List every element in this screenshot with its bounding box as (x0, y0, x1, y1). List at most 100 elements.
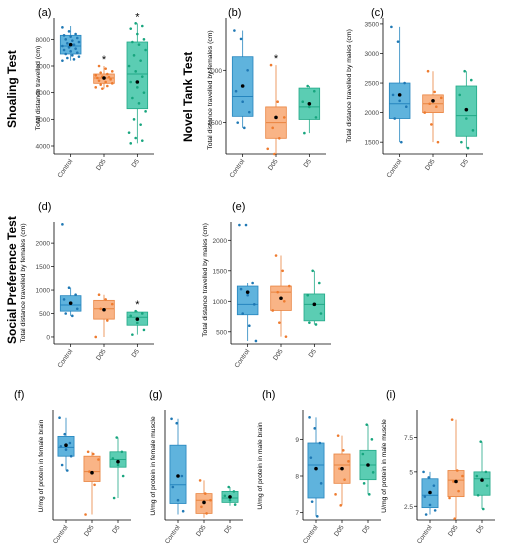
data-point (110, 70, 114, 73)
panel-g: (g) U/mg of protein in female muscle Contr… (149, 389, 243, 545)
data-point (424, 513, 428, 516)
data-point (450, 418, 454, 421)
panel-c: (c) 1500 2000 2500 3000 3500 Total distance tr… (346, 7, 483, 179)
data-point (131, 333, 134, 336)
data-point (77, 40, 81, 44)
data-point (317, 281, 321, 285)
data-point (140, 24, 144, 28)
panel-label-d: (d) (38, 201, 51, 213)
data-point (314, 323, 318, 326)
data-point (209, 498, 212, 502)
data-point (223, 494, 227, 498)
data-point (247, 110, 251, 114)
data-point (439, 96, 443, 100)
data-point (66, 56, 69, 60)
y-tick-label: 8000 (36, 37, 51, 44)
data-point (274, 254, 278, 257)
significance-mark: * (135, 299, 140, 311)
data-point (458, 93, 462, 97)
y-tick-label: 5 (409, 469, 413, 476)
x-tick-label: D05 (83, 524, 96, 538)
data-point (61, 26, 64, 29)
panel-label-e: (e) (232, 201, 245, 213)
data-point (404, 105, 408, 108)
data-point (428, 102, 431, 106)
data-point (69, 454, 73, 458)
box-control (169, 417, 187, 515)
data-point (129, 80, 133, 84)
data-point (398, 99, 401, 103)
data-point (60, 463, 64, 467)
data-point (476, 493, 480, 497)
y-tick-label: 7.5 (404, 435, 413, 442)
box-control (421, 470, 439, 516)
mean-marker (102, 76, 106, 80)
y-tick-label: 2000 (208, 68, 223, 75)
data-point (115, 436, 119, 439)
data-point (311, 269, 314, 273)
data-point (132, 118, 136, 121)
data-point (393, 117, 397, 120)
data-point (400, 140, 403, 144)
data-point (64, 52, 68, 56)
panel-label-h: (h) (262, 389, 275, 401)
panel-label-a: (a) (38, 7, 51, 19)
data-point (343, 478, 346, 481)
data-point (134, 309, 137, 313)
data-point (65, 469, 69, 472)
data-point (347, 460, 350, 463)
data-point (246, 69, 249, 72)
data-point (134, 70, 137, 73)
data-point (74, 32, 77, 36)
box-iqr (473, 471, 491, 496)
box-iqr (447, 470, 465, 498)
data-point (362, 482, 366, 485)
data-point (469, 78, 473, 82)
data-point (110, 302, 114, 306)
x-tick-label: Control (164, 524, 182, 546)
data-point (142, 328, 146, 332)
data-point (200, 505, 203, 509)
data-point (97, 64, 101, 68)
data-point (127, 64, 131, 68)
x-tick-label: D5 (111, 524, 122, 535)
box-d5 (473, 440, 491, 511)
data-point (69, 35, 72, 38)
data-point (74, 47, 77, 50)
y-tick-label: 1500 (36, 264, 51, 271)
data-point (109, 78, 112, 81)
mean-marker (90, 470, 94, 475)
x-tick-label: Control (57, 158, 75, 180)
data-point (116, 463, 120, 467)
data-point (180, 474, 184, 478)
y-tick-label: 1500 (365, 140, 380, 147)
section-title-social-preference: Social Preference Test (5, 216, 19, 344)
data-point (276, 290, 279, 294)
data-point (271, 126, 274, 130)
data-point (306, 293, 310, 297)
data-point (341, 449, 345, 452)
data-point (71, 314, 74, 318)
data-point (314, 116, 318, 119)
y-tick-label: 2000 (213, 238, 228, 245)
data-point (99, 307, 102, 311)
box-control (231, 29, 254, 130)
data-point (319, 312, 323, 315)
data-point (254, 339, 258, 343)
data-point (308, 105, 311, 109)
box-d05 (422, 69, 444, 144)
box-iqr (83, 455, 101, 482)
data-point (463, 69, 466, 73)
data-point (64, 312, 68, 315)
data-point (428, 503, 432, 507)
data-point (140, 312, 144, 315)
data-point (228, 498, 232, 502)
y-tick-label: 500 (216, 329, 227, 336)
data-point (136, 32, 139, 36)
data-point (142, 91, 146, 94)
data-point (334, 493, 337, 496)
data-point (62, 48, 66, 52)
panel-label-f: (f) (14, 389, 24, 401)
data-point (308, 321, 311, 324)
